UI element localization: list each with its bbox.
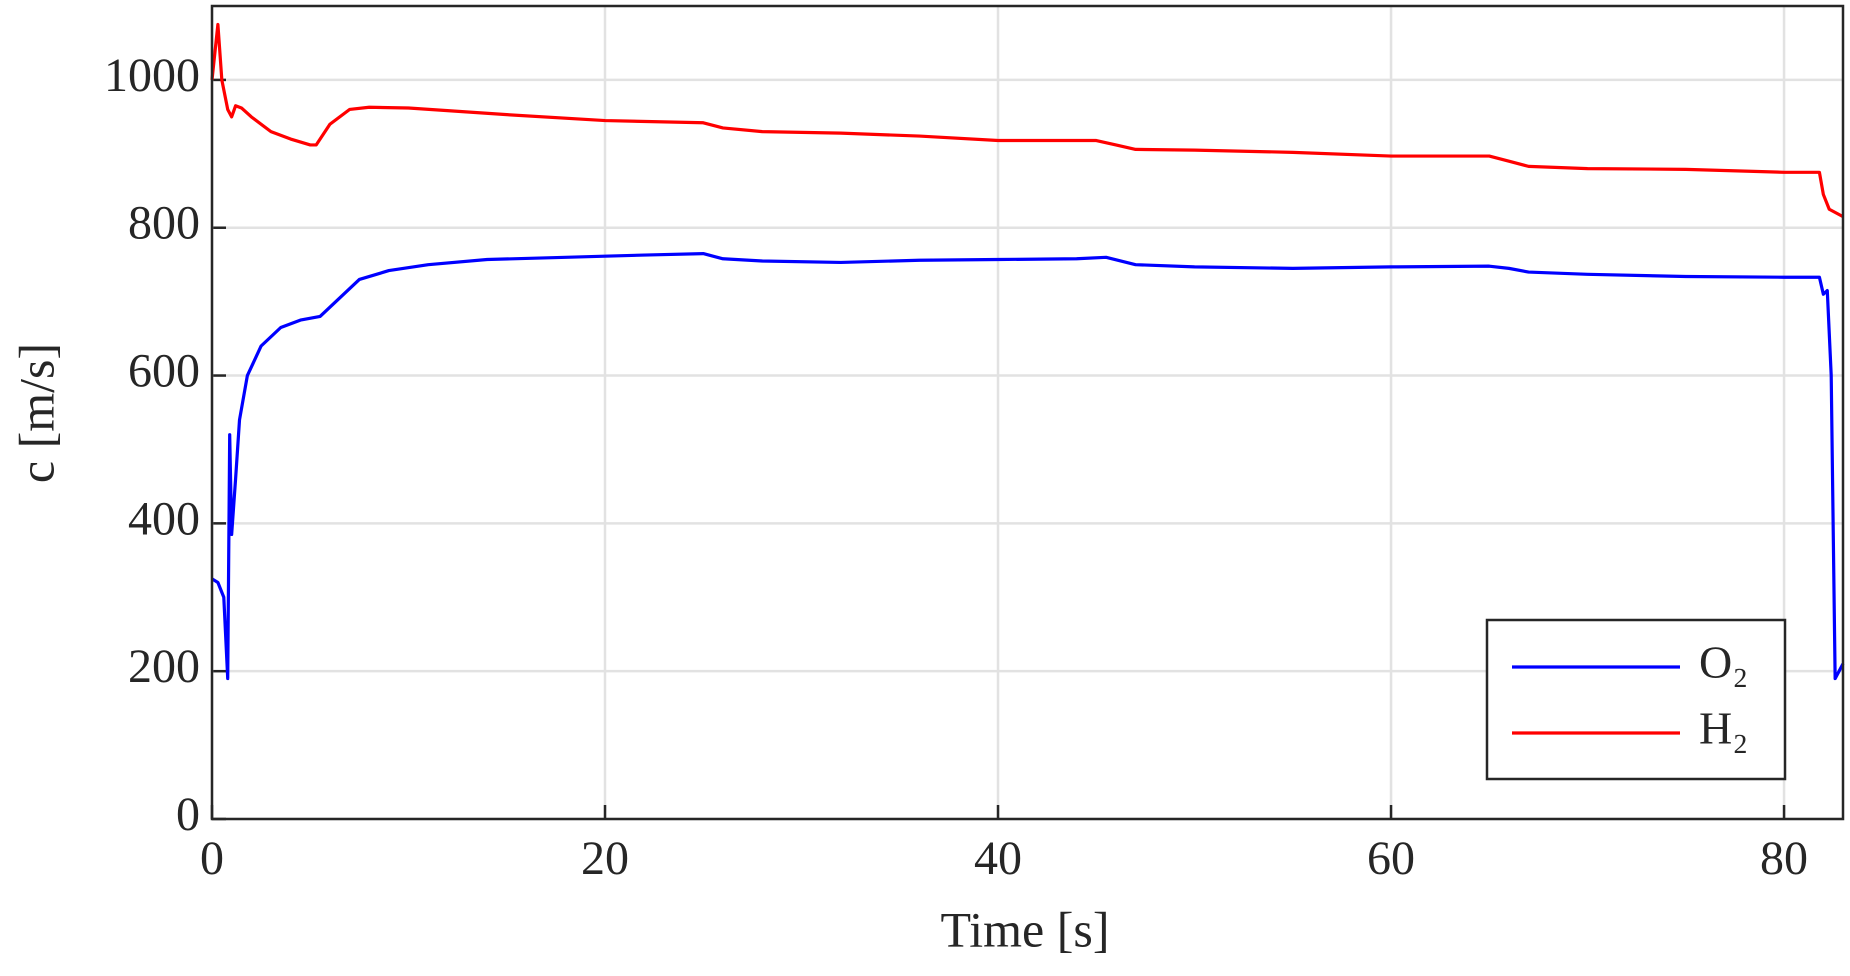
y-tick-label: 400 (128, 492, 200, 545)
y-tick-label: 600 (128, 345, 200, 398)
x-tick-label: 60 (1367, 832, 1415, 885)
y-tick-label: 0 (176, 788, 200, 841)
axes-frame (210, 4, 1845, 821)
y-axis-label: c [m/s] (8, 343, 64, 483)
x-tick-label: 0 (200, 832, 224, 885)
legend-label: H₂ (1699, 703, 1748, 754)
y-tick-label: 800 (128, 197, 200, 250)
legend-box (1485, 618, 1787, 781)
data-line (210, 22, 1844, 219)
x-tick-label: 80 (1760, 832, 1808, 885)
legend-label: O₂ (1699, 637, 1748, 688)
x-tick-label: 40 (974, 832, 1022, 885)
x-axis-label: Time [s] (940, 901, 1109, 957)
x-tick-label: 20 (581, 832, 629, 885)
data-line (211, 252, 1845, 681)
y-tick-label: 200 (128, 640, 200, 693)
y-tick-label: 1000 (104, 49, 200, 102)
